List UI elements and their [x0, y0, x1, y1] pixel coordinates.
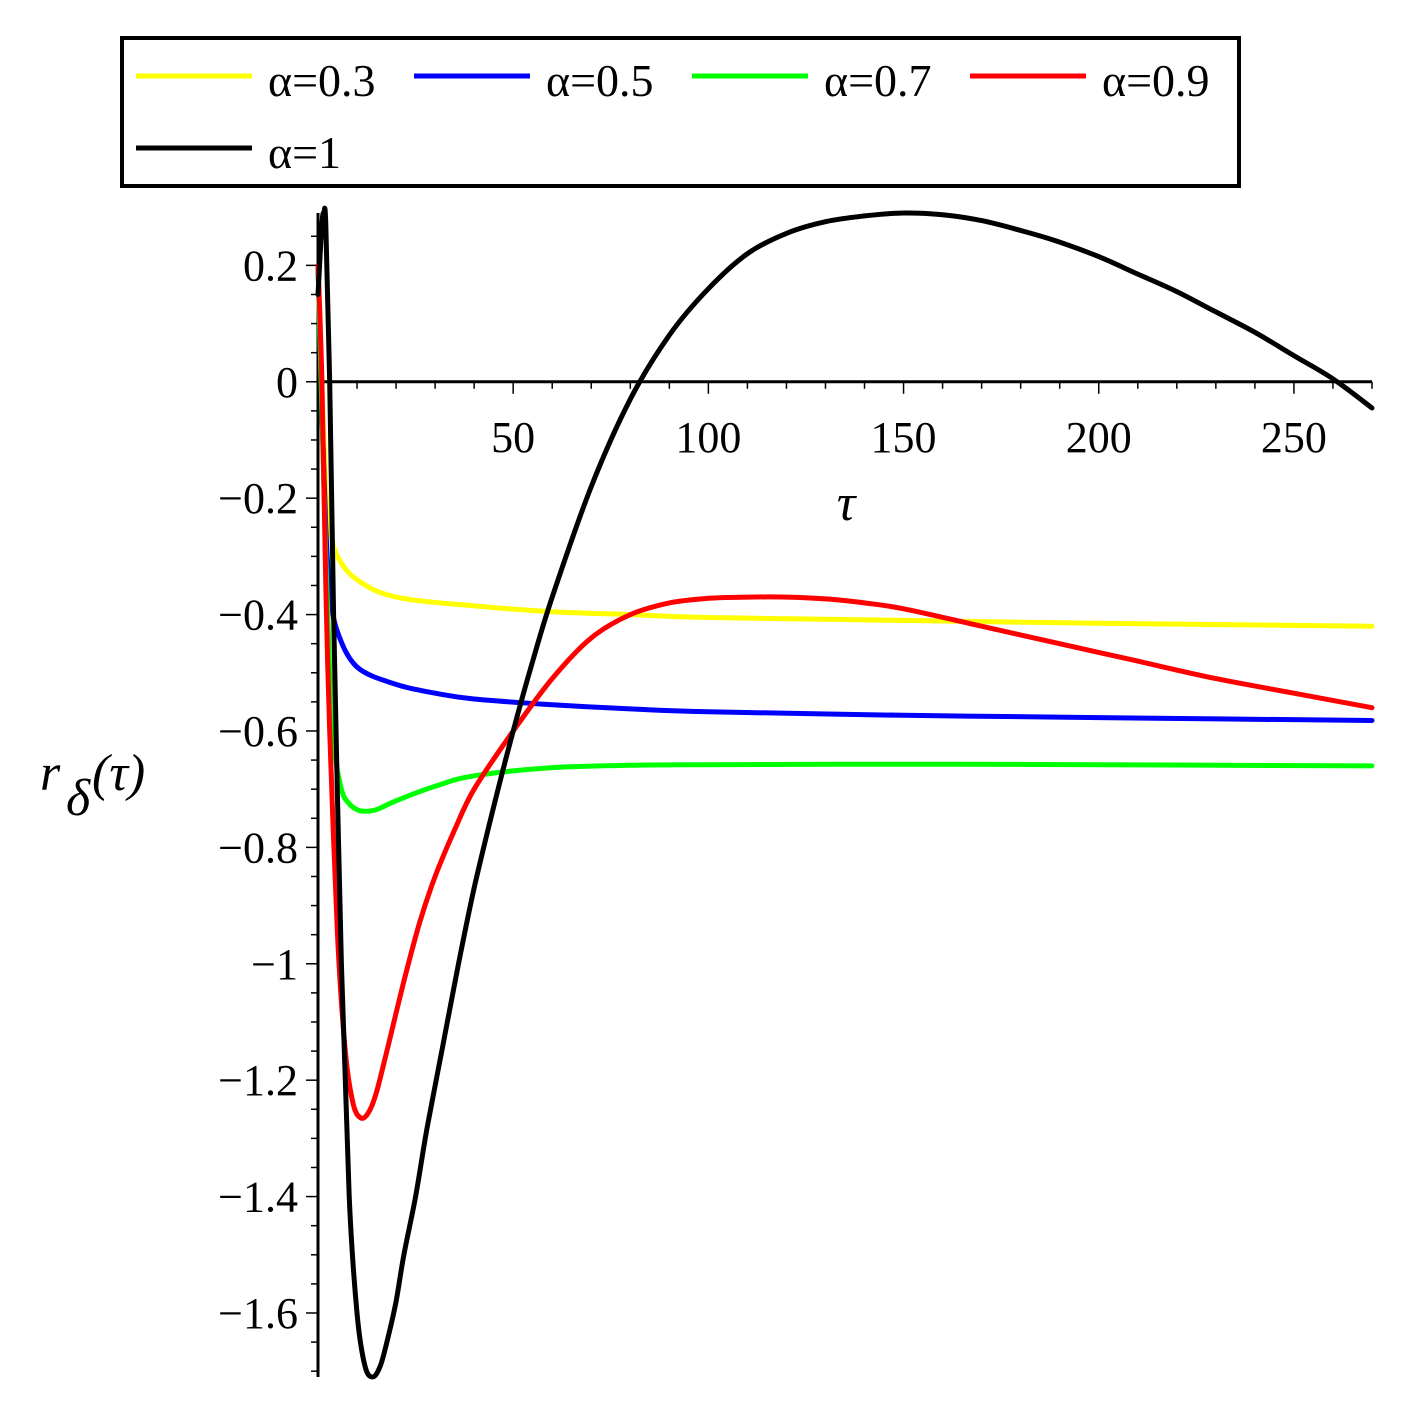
- y-tick-label: 0.2: [243, 241, 298, 290]
- y-axis-title: r δ (τ): [40, 745, 145, 827]
- legend-box: [120, 36, 1241, 188]
- y-axis-title-main: r: [40, 745, 61, 802]
- x-tick-label: 150: [871, 413, 937, 462]
- legend-label: α=0.5: [546, 55, 654, 106]
- series-line-3: [315, 262, 1375, 1121]
- series-layer: [315, 205, 1375, 1380]
- axes: 50 100 150 200 250 0.2 0 −0.2 −0.4 −0.6 −0.8 −1 −1.2…: [218, 213, 1373, 1377]
- y-axis-title-arg: (τ): [92, 745, 145, 802]
- y-tick-label: −0.8: [218, 823, 298, 872]
- y-tick-label: −0.6: [218, 707, 298, 756]
- x-tick-label: 250: [1261, 413, 1327, 462]
- legend-label: α=0.9: [1102, 55, 1210, 106]
- x-tick-label: 50: [491, 413, 535, 462]
- series-line-0: [315, 262, 1375, 629]
- y-tick-label: 0: [276, 358, 298, 407]
- y-tick-label: −1.6: [218, 1289, 298, 1338]
- legend-label: α=0.7: [824, 55, 932, 106]
- y-tick-label: −0.2: [218, 474, 298, 523]
- x-tick-label: 100: [675, 413, 741, 462]
- y-tick-label: −1: [251, 940, 298, 989]
- x-axis-title: τ: [837, 475, 858, 532]
- legend-label: α=0.3: [268, 55, 376, 106]
- series-line-4: [315, 205, 1375, 1380]
- y-tick-label: −1.4: [218, 1173, 298, 1222]
- y-axis-title-sub: δ: [66, 770, 91, 827]
- x-tick-label: 200: [1066, 413, 1132, 462]
- y-tick-label: −0.4: [218, 591, 298, 640]
- legend-label: α=1: [268, 127, 341, 178]
- y-tick-label: −1.2: [218, 1056, 298, 1105]
- series-line-2: [315, 262, 1375, 814]
- legend: α=0.3 α=0.5 α=0.7 α=0.9 α=1: [120, 36, 1241, 188]
